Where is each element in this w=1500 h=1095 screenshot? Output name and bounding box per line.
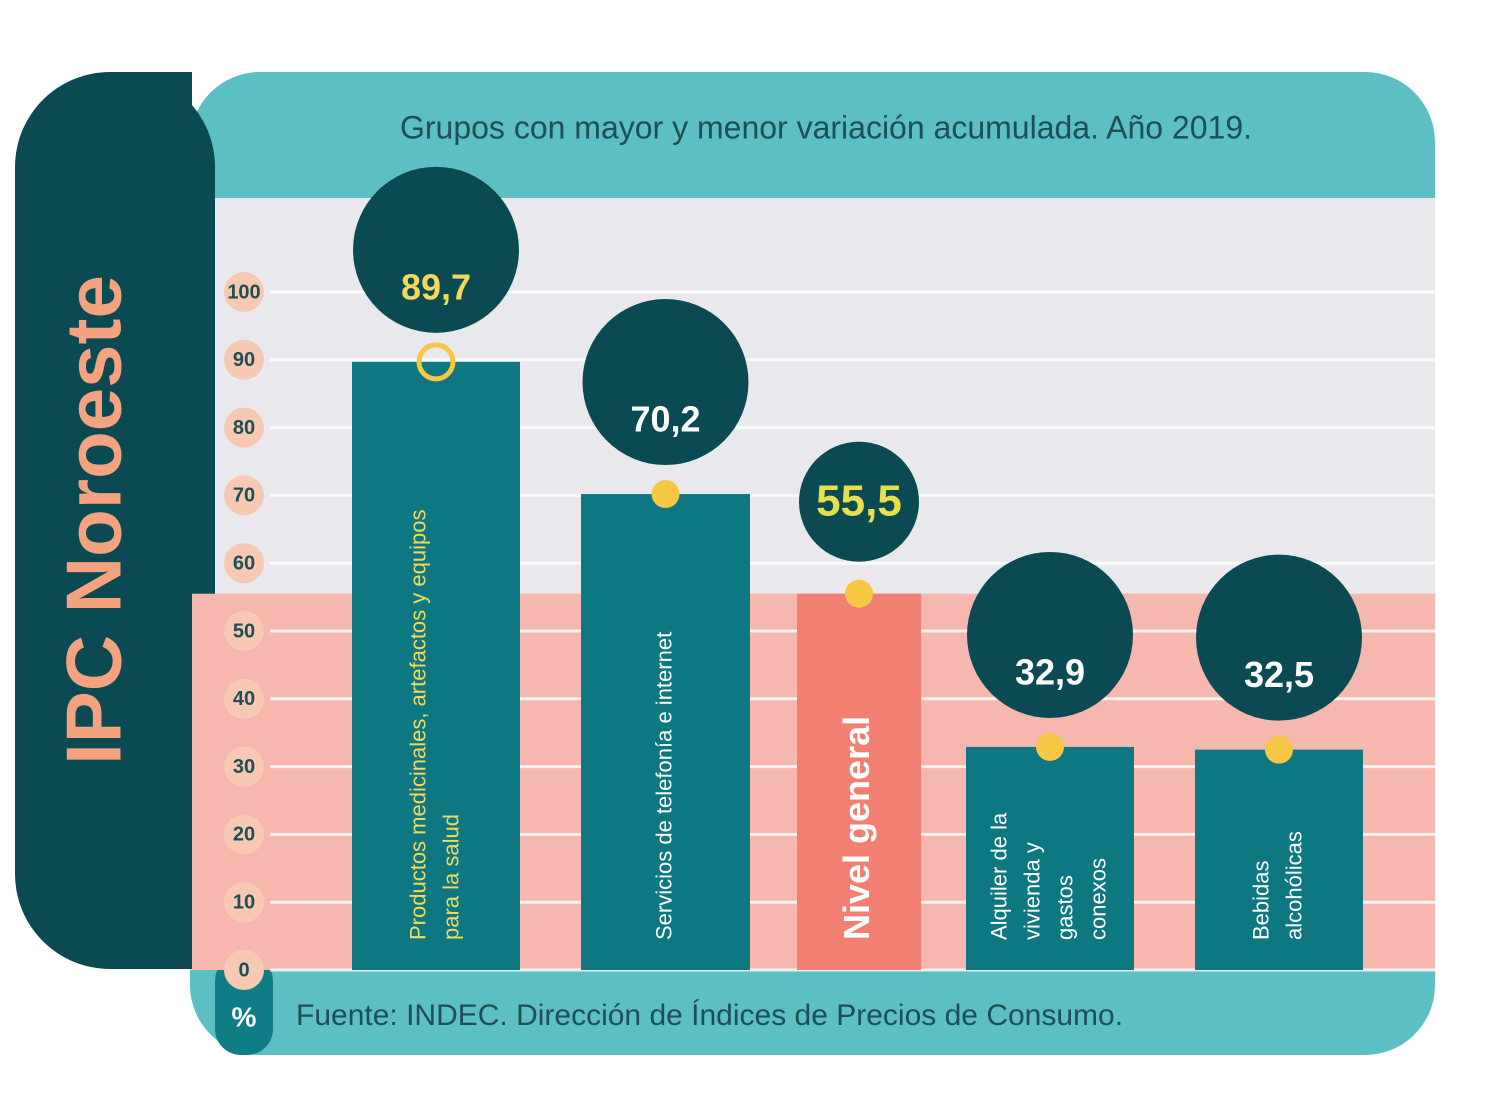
- category-label: Servicios de telefonía e internet: [651, 632, 676, 940]
- y-tick-label: 80: [233, 417, 255, 439]
- tick-badge: [224, 272, 264, 312]
- value-dot: [845, 579, 873, 608]
- value-label: 89,7: [401, 266, 471, 307]
- tick-badge: [224, 543, 264, 584]
- tick-badge: [224, 475, 264, 516]
- chart-title: Grupos con mayor y menor variación acumu…: [400, 109, 1252, 145]
- category-label-group: Alquiler de la vivienda y gastos conexos: [986, 812, 1110, 940]
- tick-badge: [224, 407, 264, 448]
- value-bubble: [353, 166, 519, 333]
- tick-badge: [224, 814, 264, 855]
- y-tick-label: 20: [233, 824, 255, 846]
- y-tick-label: 50: [233, 620, 255, 642]
- y-tick-label: 60: [233, 552, 255, 574]
- tick-badge: [224, 611, 264, 651]
- tick-badge: [224, 746, 264, 787]
- category-label-group: Bebidas alcohólicas: [1248, 831, 1306, 940]
- y-tick-label: 10: [233, 891, 255, 913]
- value-bubble: [967, 551, 1133, 718]
- bar: [1195, 749, 1363, 970]
- y-tick-label: 70: [233, 485, 255, 507]
- bar: [797, 593, 921, 970]
- y-tick-label: 0: [238, 959, 249, 981]
- value-dot: [1265, 735, 1293, 764]
- side-title: IPC Noroeste: [50, 275, 138, 765]
- category-label: Alquiler de la vivienda y gastos conexos: [986, 812, 1110, 940]
- tick-badge: [224, 950, 264, 990]
- bar: [966, 746, 1134, 970]
- source: Fuente: INDEC. Dirección de Índices de P…: [296, 999, 1123, 1032]
- value-dot: [1036, 732, 1064, 761]
- category-label: Productos medicinales, artefactos y equi…: [405, 510, 463, 940]
- category-label: Bebidas alcohólicas: [1248, 831, 1306, 940]
- tick-badge: [224, 678, 264, 719]
- side-panel-fill: [120, 72, 192, 969]
- category-label: Nivel general: [836, 716, 877, 940]
- value-dot: [651, 480, 680, 509]
- plot: 0 10 20 30 40 50 60 70 80 90 100 Productos medicina…: [192, 166, 1435, 990]
- tick-badge: [224, 882, 264, 923]
- value-bubble: [799, 441, 919, 562]
- value-label: 32,9: [1015, 651, 1085, 692]
- value-dot: [416, 342, 456, 382]
- bar: [581, 494, 750, 970]
- value-label: 32,5: [1244, 654, 1314, 695]
- category-label-group: Servicios de telefonía e internet: [651, 632, 676, 940]
- category-label-group: Productos medicinales, artefactos y equi…: [405, 510, 463, 940]
- category-label-group: Nivel general: [836, 716, 877, 940]
- y-tick-label: 30: [233, 756, 255, 778]
- value-bubble: [582, 299, 749, 466]
- y-tick-label: 90: [233, 349, 255, 371]
- bar: [352, 361, 520, 971]
- value-label: 55,5: [816, 476, 902, 525]
- y-tick-label: 100: [227, 281, 260, 303]
- value-label: 70,2: [630, 399, 700, 440]
- y-tick-label: 40: [233, 688, 255, 710]
- y-unit: %: [232, 1001, 257, 1032]
- value-bubble: [1196, 554, 1362, 721]
- tick-badge: [224, 339, 264, 380]
